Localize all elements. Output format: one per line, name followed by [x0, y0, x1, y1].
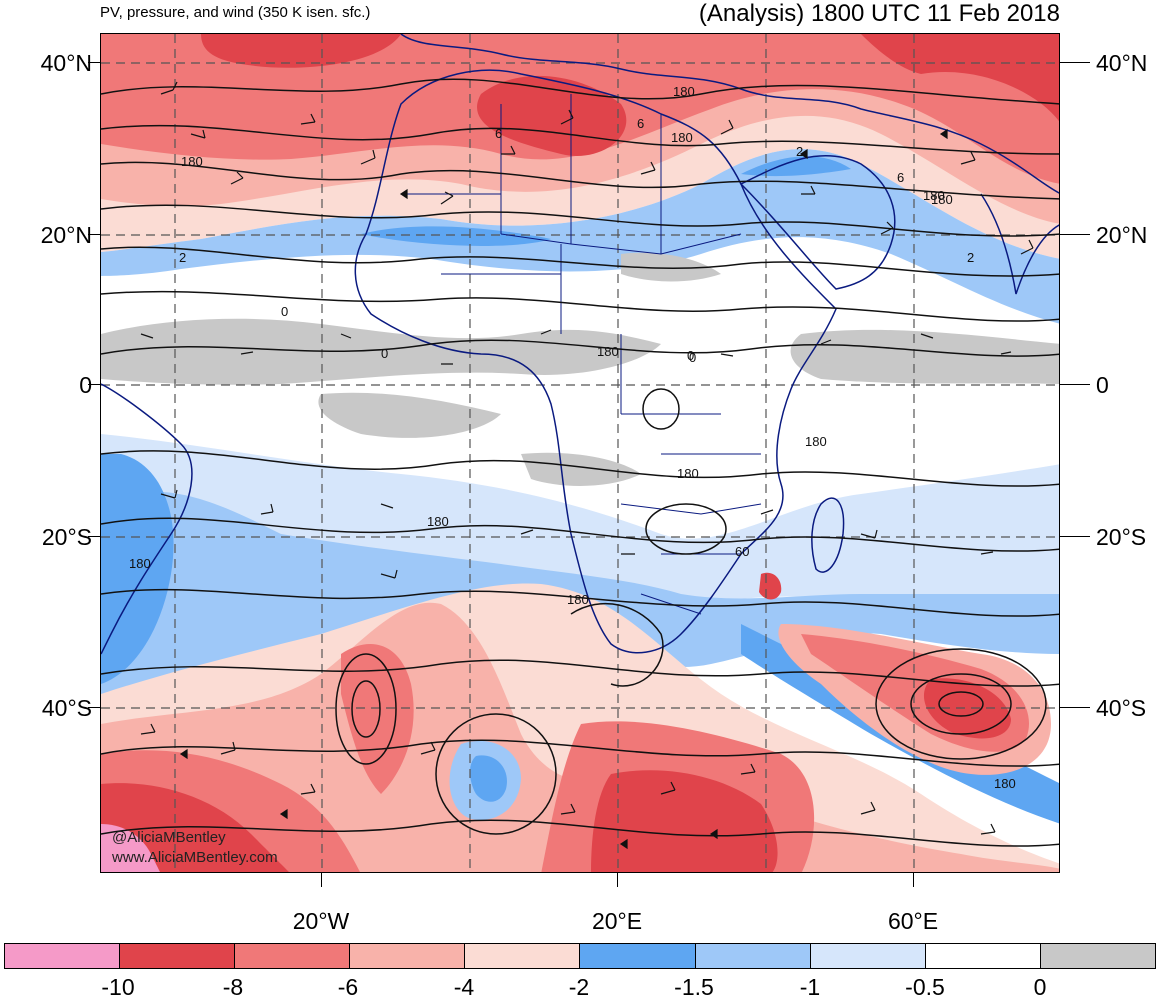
contour-label: 180 — [677, 466, 699, 481]
lat-label-left-40s: 40°S — [41, 695, 92, 721]
arabia-coastline — [739, 155, 896, 290]
contour-label: 180 — [181, 154, 203, 169]
contour-label: 6 — [495, 126, 502, 141]
colorbar-label: -2 — [568, 974, 590, 1000]
map-canvas: 180 6 2 0 180 6 180 2 6 180 2 0 0 180 0 … — [101, 34, 1059, 872]
tick-right-20n — [1060, 234, 1090, 235]
colorbar-swatch — [5, 944, 121, 968]
colorbar-label: -4 — [453, 974, 475, 1000]
lon-label-60e: 60°E — [887, 908, 939, 934]
lon-label-20w: 20°W — [292, 908, 350, 934]
contour-label: 60 — [735, 544, 749, 559]
lat-label-left-20s: 20°S — [41, 524, 92, 550]
south-america-coastline — [101, 383, 193, 655]
pv-atlantic-blue-eddy-core — [469, 755, 507, 802]
contour-label: 0 — [381, 346, 388, 361]
colorbar-swatch — [810, 944, 926, 968]
contour-label: 180 — [129, 556, 151, 571]
contour-label: 0 — [689, 350, 696, 365]
lat-label-right-20n: 20°N — [1096, 222, 1148, 248]
colorbar-swatch — [120, 944, 236, 968]
credit-line-2: www.AliciaMBentley.com — [112, 849, 278, 866]
header-right-title: (Analysis) 1800 UTC 11 Feb 2018 — [698, 0, 1060, 27]
lat-label-right-eq: 0 — [1096, 372, 1109, 398]
header-left-title: PV, pressure, and wind (350 K isen. sfc.… — [100, 4, 371, 21]
colorbar-swatch — [1040, 944, 1155, 968]
europe-coastline — [400, 34, 1059, 194]
contour-label: 0 — [687, 348, 694, 363]
colorbar-label: -1 — [799, 974, 821, 1000]
pv-tropics-grey-2 — [790, 329, 1059, 384]
tick-right-40s — [1060, 707, 1090, 708]
tick-bottom-20e — [617, 873, 618, 887]
tick-bottom-60e — [913, 873, 914, 887]
contour-label: 2 — [179, 250, 186, 265]
contour-label: 6 — [897, 170, 904, 185]
credit-line-1: @AliciaMBentley — [112, 829, 226, 846]
colorbar — [4, 943, 1156, 969]
pv-tropics-grey-1 — [101, 318, 661, 385]
contour-label: 180 — [923, 188, 945, 203]
colorbar-swatch — [350, 944, 466, 968]
pv-south-red-pink — [101, 824, 160, 872]
tick-bottom-20w — [321, 873, 322, 887]
africa-coastline — [354, 69, 837, 654]
contour-label: 180 — [671, 130, 693, 145]
contour-label: 2 — [796, 144, 803, 159]
lat-label-left-eq: 0 — [79, 372, 92, 398]
lat-label-right-40n: 40°N — [1096, 50, 1148, 76]
africa-borders — [401, 94, 762, 615]
colorbar-label: -6 — [337, 974, 359, 1000]
tick-left-eq — [88, 384, 100, 385]
contour-label: 0 — [281, 304, 288, 319]
contour-label: 180 — [931, 192, 953, 207]
tick-left-20n — [88, 234, 100, 235]
contour-label: 180 — [805, 434, 827, 449]
lat-label-right-40s: 40°S — [1096, 695, 1147, 721]
contour-label: 2 — [967, 250, 974, 265]
colorbar-label: 0 — [1033, 974, 1047, 1000]
colorbar-swatch — [925, 944, 1041, 968]
lat-label-left-20n: 20°N — [40, 222, 92, 248]
contour-label: 6 — [637, 116, 644, 131]
pv-cutoff-red-core — [759, 572, 1011, 739]
colorbar-label: -10 — [101, 974, 135, 1000]
pv-north-blue — [101, 149, 1059, 324]
tick-left-40n — [88, 62, 100, 63]
contour-label: 180 — [427, 514, 449, 529]
lat-label-right-20s: 20°S — [1096, 524, 1147, 550]
pv-south-red-mid — [101, 602, 1059, 872]
colorbar-label: -1.5 — [674, 974, 714, 1000]
tick-right-eq — [1060, 384, 1090, 385]
colorbar-swatch — [580, 944, 696, 968]
tick-right-40n — [1060, 62, 1090, 63]
pressure-contours — [101, 78, 1059, 847]
contour-label: 180 — [994, 776, 1016, 791]
wind-barbs — [140, 81, 1034, 850]
india-coastline — [980, 193, 1059, 295]
tick-left-40s — [88, 707, 100, 708]
colorbar-label: -8 — [222, 974, 244, 1000]
colorbar-swatch — [465, 944, 581, 968]
lat-label-left-40n: 40°N — [40, 50, 92, 76]
colorbar-label: -0.5 — [905, 974, 945, 1000]
pv-tropics-grey-3 — [318, 252, 721, 486]
tick-left-20s — [88, 536, 100, 537]
colorbar-swatch — [695, 944, 811, 968]
pv-north-blue-dark — [361, 156, 851, 246]
contour-label: 180 — [567, 592, 589, 607]
tick-right-20s — [1060, 536, 1090, 537]
coastlines — [101, 34, 1059, 655]
pv-south-red-core — [101, 770, 778, 872]
madagascar-coastline — [811, 497, 845, 573]
lon-label-20e: 20°E — [591, 908, 643, 934]
contour-label: 180 — [673, 84, 695, 99]
contour-label: 180 — [597, 344, 619, 359]
colorbar-swatch — [235, 944, 351, 968]
map-panel: 180 6 2 0 180 6 180 2 6 180 2 0 0 180 0 … — [100, 33, 1060, 873]
pv-north-red-core — [201, 34, 1059, 156]
